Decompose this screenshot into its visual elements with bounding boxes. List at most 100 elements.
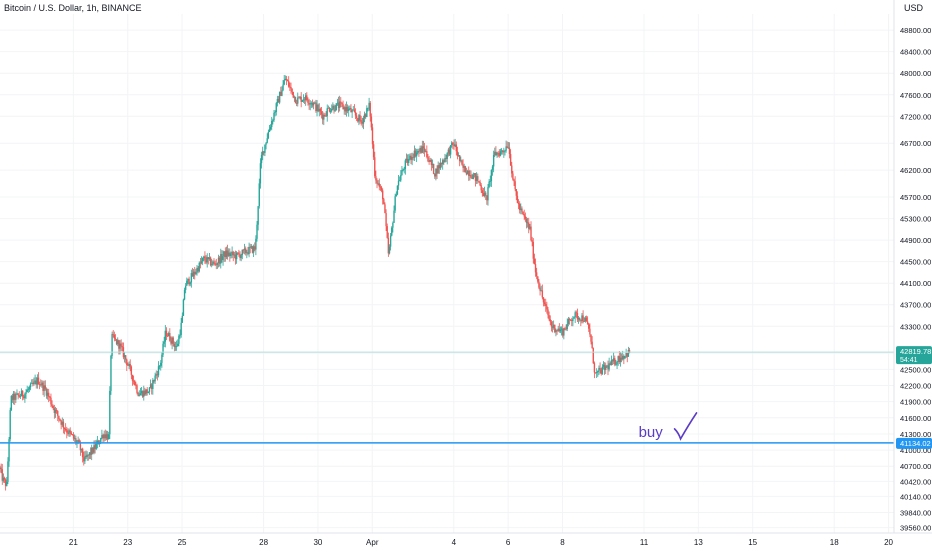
candle-body (152, 380, 154, 390)
candle-body (349, 107, 351, 109)
candle-body (87, 454, 90, 456)
candle-body (318, 108, 320, 112)
candle-body (495, 151, 497, 156)
candle-body (127, 365, 129, 366)
candle-body (589, 328, 591, 335)
candle-body (585, 317, 588, 322)
candle-body (524, 216, 527, 219)
candle-body (128, 363, 130, 366)
candle-body (521, 208, 523, 212)
candle-body (332, 105, 334, 109)
candle-body (425, 151, 427, 152)
candle-body (336, 102, 339, 104)
candle-body (50, 397, 52, 405)
candle-body (525, 218, 528, 223)
candle-body (343, 107, 345, 110)
candle-body (201, 257, 204, 262)
candle-body (157, 366, 160, 376)
candle-body (376, 180, 378, 184)
candle-body (520, 208, 522, 211)
candle-body (297, 97, 299, 104)
candle-body (31, 382, 33, 384)
candle-body (114, 338, 117, 340)
candle-body (218, 257, 221, 264)
candle-body (143, 390, 145, 397)
candle-body (163, 341, 165, 344)
candle-body (55, 409, 58, 412)
candle-body (398, 180, 401, 182)
candle-body (531, 240, 533, 242)
candle-body (565, 328, 567, 330)
candle-body (294, 96, 297, 104)
candle-body (458, 155, 461, 162)
candle-body (477, 176, 479, 182)
candle-body (422, 146, 425, 149)
candle-body (149, 384, 152, 388)
candle-body (314, 102, 316, 104)
candle-body (355, 115, 358, 119)
candle-body (411, 156, 413, 160)
candle-body (474, 173, 477, 181)
candle-body (543, 302, 546, 305)
candle-body (41, 382, 43, 386)
candle-body (177, 343, 179, 347)
candle-body (391, 227, 393, 236)
candle-body (74, 438, 76, 439)
candle-body (166, 335, 169, 337)
candle-body (335, 103, 337, 111)
time-tick-label: 4 (452, 538, 457, 547)
candle-body (323, 114, 325, 120)
time-tick-label: 25 (178, 538, 187, 547)
candle-body (620, 357, 623, 360)
candle-body (367, 107, 369, 109)
candle-body (237, 252, 239, 254)
candle-body (58, 415, 60, 419)
candle-body (260, 154, 263, 164)
candle-body (312, 102, 315, 106)
candle-body (556, 330, 558, 332)
candle-body (141, 391, 144, 397)
candle-body (526, 222, 529, 224)
price-tick-label: 44500.00 (900, 258, 931, 267)
candle-body (42, 382, 44, 391)
candle-body (43, 385, 45, 391)
candle-body (379, 186, 382, 188)
candle-body (84, 455, 86, 462)
candle-body (132, 380, 135, 382)
candle-body (400, 175, 402, 181)
candle-body (516, 195, 519, 204)
candle-body (161, 354, 163, 363)
candle-body (616, 362, 618, 365)
candle-body (592, 348, 594, 364)
price-tick-label: 48400.00 (900, 48, 931, 57)
candle-body (153, 380, 155, 382)
candle-body (352, 109, 354, 111)
candle-body (254, 246, 256, 250)
candle-body (59, 418, 61, 421)
candle-body (342, 104, 344, 110)
candle-body (334, 110, 336, 112)
candle-body (189, 282, 191, 285)
candle-body (174, 346, 177, 348)
candle-body (623, 355, 625, 359)
candle-body (341, 102, 343, 105)
candle-body (124, 355, 127, 360)
candle-body (16, 393, 18, 395)
candle-body (309, 103, 311, 105)
candle-body (539, 287, 541, 291)
candle-body (0, 467, 2, 470)
candle-body (378, 183, 380, 187)
candle-body (595, 372, 598, 373)
candle-body (316, 104, 318, 111)
candle-body (602, 364, 605, 367)
candle-body (472, 174, 474, 180)
candle-body (558, 328, 561, 332)
candle-body (101, 435, 103, 439)
price-tick-label: 48000.00 (900, 69, 931, 78)
candle-body (19, 396, 22, 397)
candle-body (134, 380, 136, 386)
candle-body (192, 271, 195, 277)
